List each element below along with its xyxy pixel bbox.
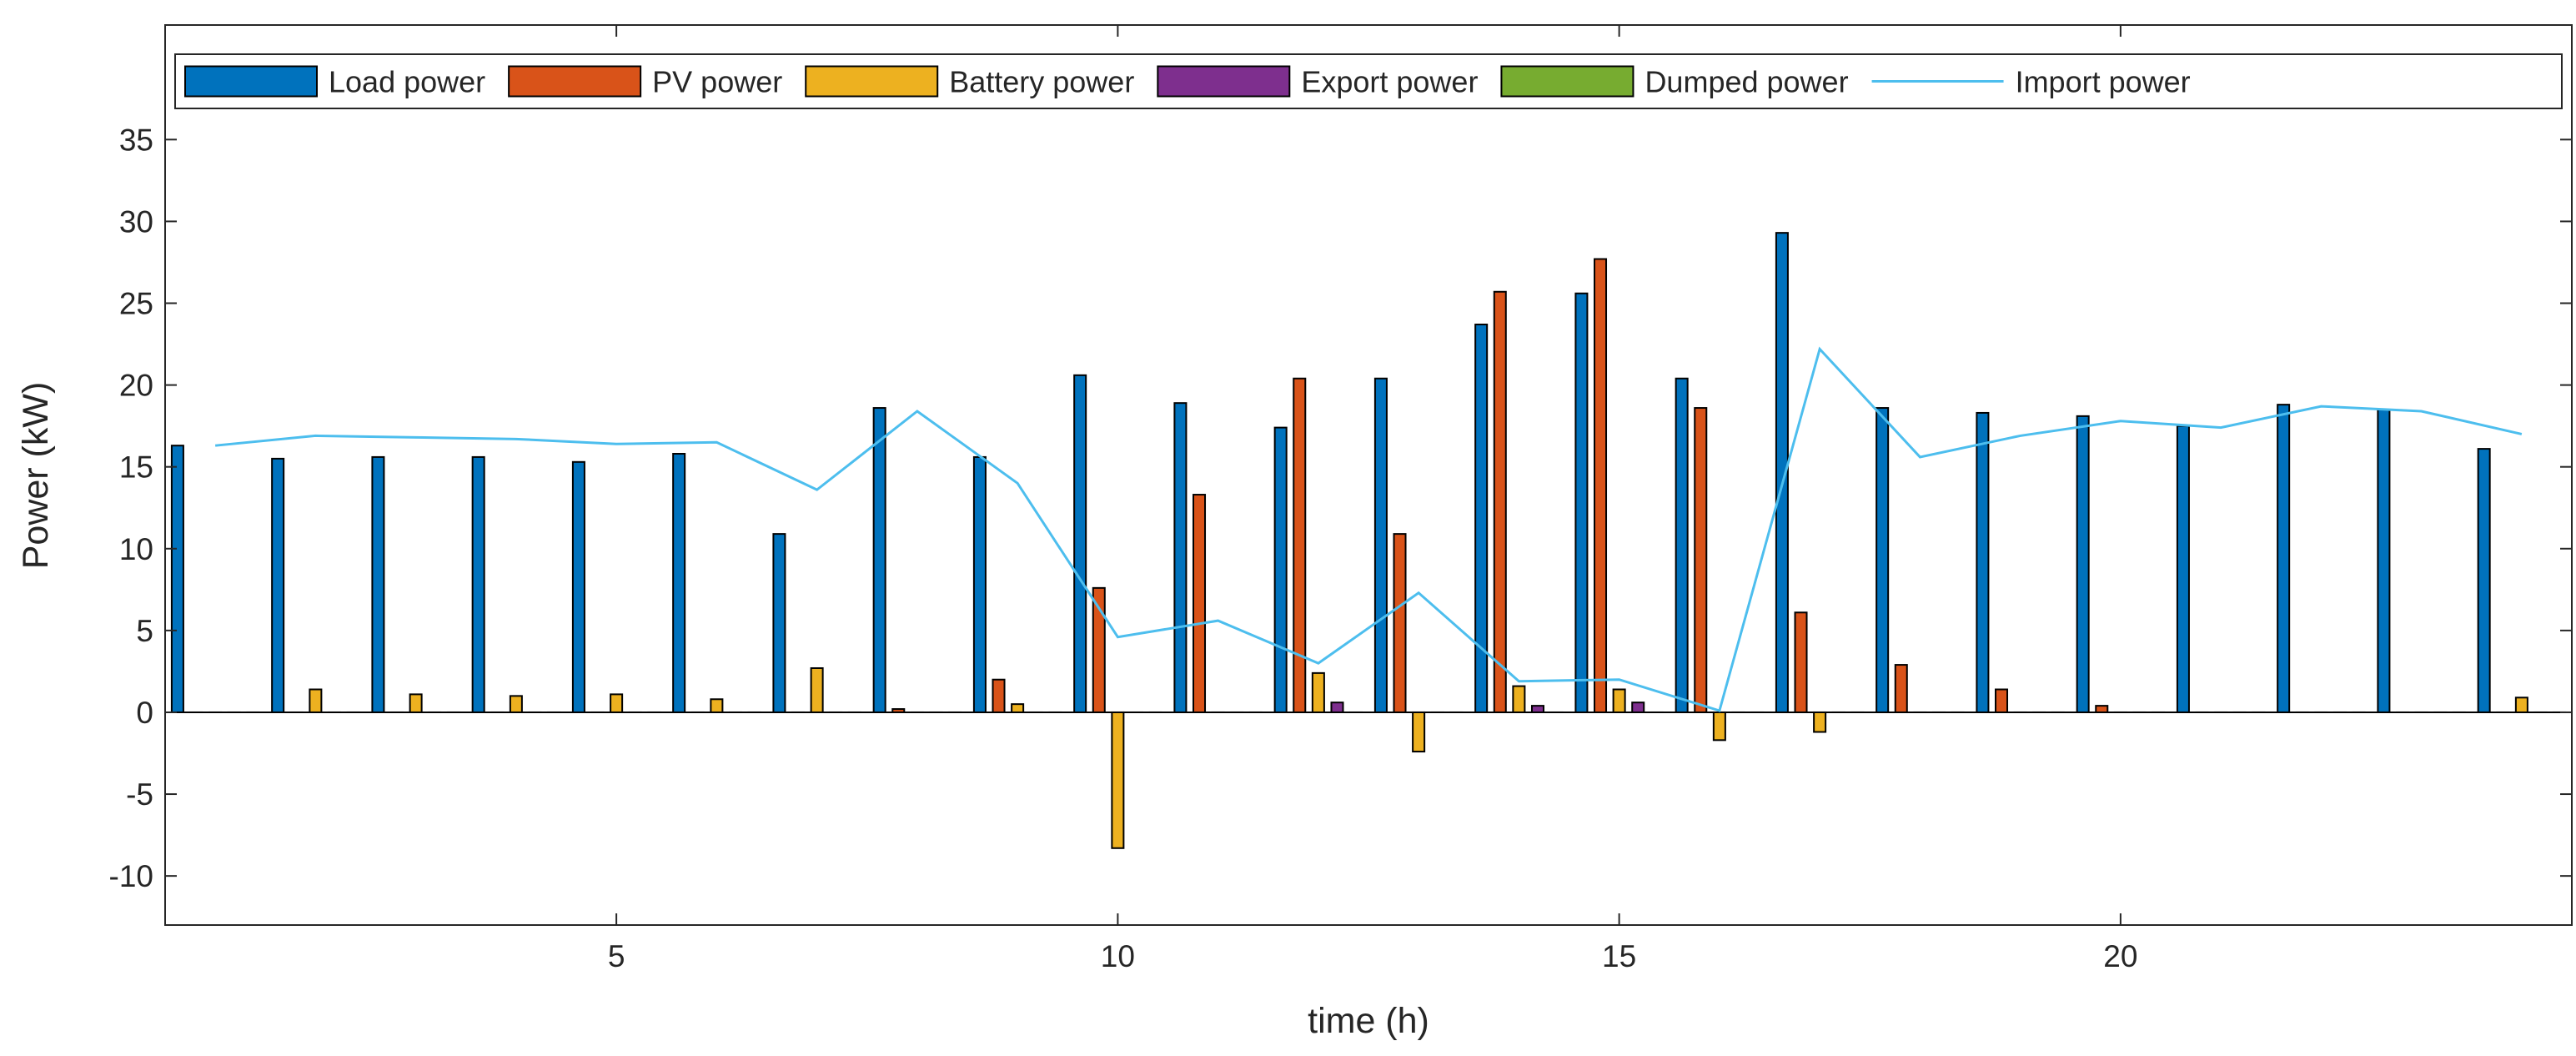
bar-pv-power <box>1193 494 1207 713</box>
y-tick-label: 10 <box>119 532 153 566</box>
bar-pv-power <box>1594 258 1608 713</box>
bar-load-power <box>1373 377 1388 713</box>
bar-pv-power <box>1694 407 1708 713</box>
x-axis-label: time (h) <box>1308 1001 1429 1041</box>
legend-label-load-power: Load power <box>329 65 485 99</box>
y-tick-label: 25 <box>119 287 153 321</box>
bar-load-power <box>872 407 886 713</box>
bar-pv-power <box>992 678 1006 713</box>
y-axis: -10 -5 0 5 10 15 20 25 30 35 <box>109 123 2572 893</box>
y-axis-label: Power (kW) <box>16 382 56 570</box>
y-tick-label: 5 <box>136 614 153 648</box>
legend-label-pv-power: PV power <box>652 65 782 99</box>
bar-battery-power <box>1512 685 1526 713</box>
y-tick-label: 35 <box>119 123 153 157</box>
x-axis: 5 10 15 20 <box>608 25 2137 973</box>
bar-battery-power <box>1311 671 1325 713</box>
bar-battery-power <box>1111 711 1125 849</box>
bar-battery-power <box>810 666 824 713</box>
bar-load-power <box>371 455 385 713</box>
x-tick-label: 10 <box>1101 939 1135 973</box>
legend-swatch-export-power <box>1157 65 1291 98</box>
plot-frame <box>164 24 2573 926</box>
legend: Load power PV power Battery power Export po… <box>174 53 2563 109</box>
y-tick-label: -5 <box>126 777 153 812</box>
bar-load-power <box>1876 407 1890 713</box>
y-tick-label: 20 <box>119 369 153 403</box>
bar-battery-power <box>1813 711 1827 733</box>
bar-load-power <box>1273 426 1288 713</box>
bar-pv-power <box>1995 688 2009 713</box>
legend-label-export-power: Export power <box>1301 65 1478 99</box>
bar-load-power <box>1675 377 1689 713</box>
bar-export-power <box>1631 701 1645 713</box>
bar-pv-power <box>1493 290 1507 713</box>
bar-load-power <box>271 457 285 713</box>
bar-load-power <box>2176 425 2190 713</box>
plot-background <box>165 25 2572 925</box>
bar-export-power <box>1530 705 1544 713</box>
bar-battery-power <box>1011 703 1025 713</box>
bar-battery-power <box>1412 711 1426 753</box>
bar-load-power <box>2477 448 2491 713</box>
bar-export-power <box>1330 701 1344 713</box>
series-line-import-power <box>214 346 2523 712</box>
legend-swatch-dumped-power <box>1500 65 1634 98</box>
bar-load-power <box>471 455 485 713</box>
bar-load-power <box>170 445 184 713</box>
bar-load-power <box>1976 411 1990 713</box>
bar-load-power <box>1173 402 1188 713</box>
bar-load-power <box>1073 374 1087 713</box>
bar-load-power <box>972 455 987 713</box>
y-tick-label: 30 <box>119 204 153 239</box>
y-tick-label: -10 <box>109 859 153 893</box>
bar-load-power <box>1574 292 1589 713</box>
bar-pv-power <box>1794 611 1808 713</box>
bar-load-power <box>1474 324 1489 713</box>
bar-battery-power <box>610 693 624 713</box>
legend-swatch-pv-power <box>508 65 642 98</box>
bar-battery-power <box>1612 688 1626 713</box>
y-tick-label: 0 <box>136 696 153 730</box>
legend-swatch-battery-power <box>805 65 939 98</box>
bar-load-power <box>2277 404 2291 713</box>
bar-battery-power <box>409 693 423 713</box>
bar-load-power <box>571 460 585 713</box>
x-tick-label: 15 <box>1602 939 1636 973</box>
bar-load-power <box>2377 409 2391 713</box>
legend-label-import-power: Import power <box>2016 65 2191 99</box>
y-tick-label: 15 <box>119 450 153 485</box>
legend-swatch-load-power <box>184 65 318 98</box>
x-tick-label: 20 <box>2103 939 2137 973</box>
bar-pv-power <box>1293 377 1307 713</box>
legend-label-battery-power: Battery power <box>949 65 1134 99</box>
bar-load-power <box>772 533 786 713</box>
legend-label-dumped-power: Dumped power <box>1645 65 1848 99</box>
bar-battery-power <box>710 698 724 713</box>
bar-battery-power <box>2514 696 2528 713</box>
bar-pv-power <box>1894 664 1908 713</box>
bar-load-power <box>672 452 686 713</box>
bar-load-power <box>2076 415 2090 713</box>
bar-pv-power <box>2095 705 2109 713</box>
bar-battery-power <box>309 688 323 713</box>
bar-pv-power <box>1393 533 1407 713</box>
bar-battery-power <box>1712 711 1726 742</box>
bar-battery-power <box>509 695 523 713</box>
x-tick-label: 5 <box>608 939 625 973</box>
